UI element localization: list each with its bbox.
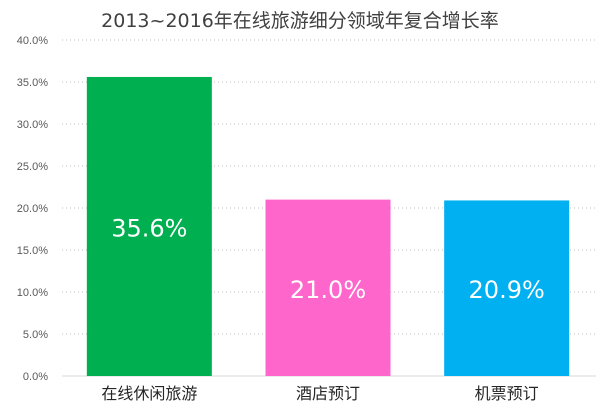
bar	[265, 199, 391, 376]
y-tick-label: 5.0%	[23, 329, 48, 341]
y-tick-label: 20.0%	[17, 203, 48, 215]
data-label: 35.6%	[111, 214, 187, 242]
y-tick-label: 15.0%	[17, 245, 48, 257]
chart-title: 2013~2016年在线旅游细分领域年复合增长率	[101, 10, 499, 32]
category-label: 机票预订	[475, 384, 539, 403]
y-tick-label: 10.0%	[17, 287, 48, 299]
data-label: 20.9%	[469, 276, 545, 304]
data-label: 21.0%	[290, 276, 366, 304]
category-label: 酒店预订	[296, 384, 360, 403]
y-tick-label: 30.0%	[17, 119, 48, 131]
y-tick-label: 0.0%	[23, 371, 48, 383]
y-tick-label: 25.0%	[17, 161, 48, 173]
bar	[86, 76, 212, 377]
y-tick-label: 40.0%	[17, 35, 48, 47]
bar	[444, 200, 570, 376]
category-label: 在线休闲旅游	[101, 384, 197, 403]
y-tick-label: 35.0%	[17, 77, 48, 89]
